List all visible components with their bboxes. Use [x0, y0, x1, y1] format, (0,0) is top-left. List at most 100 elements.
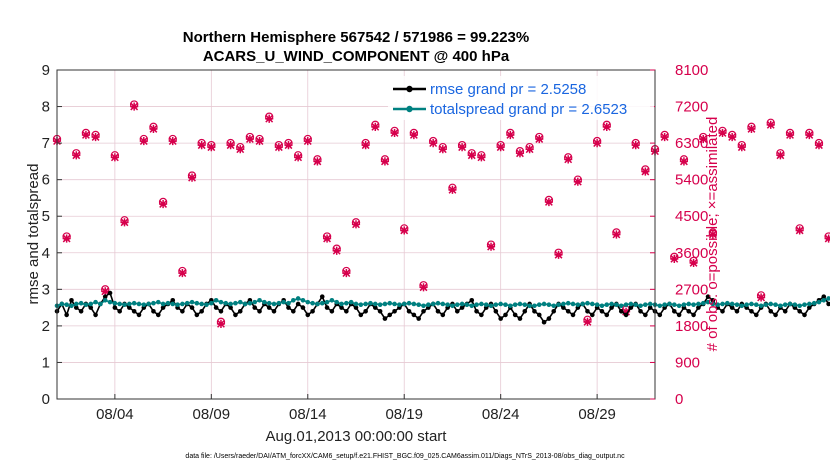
- totalspread-point: [488, 303, 494, 309]
- totalspread-point: [773, 302, 778, 307]
- totalspread-point: [107, 299, 113, 305]
- rmse-point: [628, 305, 634, 310]
- obs-assimilated-point: [139, 137, 148, 146]
- rmse-point: [112, 305, 118, 310]
- totalspread-point: [88, 301, 94, 307]
- totalspread-point: [715, 302, 720, 307]
- totalspread-point: [807, 301, 812, 307]
- totalspread-point: [599, 303, 605, 309]
- totalspread-point: [127, 301, 132, 307]
- y-tick-label: 0: [42, 391, 50, 408]
- obs-assimilated-point: [689, 258, 698, 268]
- obs-assimilated-point: [814, 141, 824, 150]
- totalspread-point: [498, 301, 503, 307]
- totalspread-point: [565, 300, 571, 306]
- totalspread-point: [628, 301, 634, 307]
- rmse-point: [252, 305, 258, 310]
- y2-tick-label: 5400: [675, 172, 708, 189]
- totalspread-point: [512, 302, 518, 307]
- obs-assimilated-point: [747, 124, 756, 133]
- totalspread-point: [93, 299, 98, 305]
- obs-assimilated-point: [785, 130, 795, 140]
- totalspread-point: [508, 303, 513, 309]
- totalspread-point: [69, 303, 74, 309]
- obs-assimilated-point: [728, 132, 737, 142]
- totalspread-point: [551, 303, 557, 309]
- rmse-point: [570, 312, 576, 318]
- totalspread-point: [662, 302, 667, 307]
- totalspread-point: [406, 300, 412, 306]
- totalspread-point: [83, 302, 89, 307]
- obs-assimilated-point: [207, 143, 216, 152]
- obs-assimilated-point: [419, 283, 428, 292]
- totalspread-point: [237, 299, 243, 305]
- rmse-point: [609, 305, 614, 310]
- obs-assimilated-point: [660, 132, 669, 142]
- obs-assimilated-point: [380, 157, 390, 166]
- rmse-point: [199, 308, 204, 314]
- rmse-point: [676, 312, 682, 318]
- totalspread-point: [450, 303, 455, 309]
- obs-assimilated-point: [178, 269, 187, 278]
- obs-assimilated-point: [573, 177, 582, 186]
- obs-assimilated-point: [593, 139, 602, 148]
- totalspread-point: [363, 301, 368, 307]
- rmse-point: [623, 312, 629, 318]
- obs-assimilated-point: [168, 137, 177, 146]
- rmse-point: [213, 305, 219, 310]
- rmse-point: [705, 294, 711, 299]
- rmse-point: [286, 305, 291, 310]
- totalspread-point: [319, 300, 325, 306]
- rmse-point: [237, 308, 243, 314]
- totalspread-point: [218, 299, 224, 305]
- obs-assimilated-point: [708, 230, 717, 239]
- totalspread-point: [763, 302, 769, 307]
- totalspread-point: [667, 301, 672, 307]
- totalspread-point: [474, 302, 479, 307]
- rmse-point: [604, 312, 610, 318]
- totalspread-point: [705, 299, 711, 305]
- rmse-point: [536, 312, 542, 318]
- obs-assimilated-point: [361, 141, 370, 150]
- rmse-point: [155, 312, 161, 318]
- totalspread-point: [580, 301, 585, 307]
- obs-assimilated-point: [390, 128, 399, 138]
- obs-assimilated-point: [255, 137, 264, 146]
- totalspread-point: [194, 300, 200, 306]
- totalspread-point: [681, 302, 687, 307]
- totalspread-point: [753, 302, 759, 307]
- obs-assimilated-point: [187, 173, 197, 182]
- rmse-point: [729, 305, 735, 310]
- y2-tick-label: 7200: [675, 99, 708, 116]
- totalspread-point: [411, 301, 417, 307]
- totalspread-point: [676, 303, 682, 309]
- obs-assimilated-point: [564, 155, 573, 164]
- rmse-point: [474, 308, 479, 314]
- legend-box: [388, 76, 654, 120]
- y-axis-left-label: rmse and totalspread: [25, 164, 42, 305]
- totalspread-point: [286, 300, 291, 306]
- legend-rmse-label: rmse grand pr = 2.5258: [430, 81, 586, 98]
- totalspread-point: [671, 302, 677, 307]
- rmse-point: [416, 316, 421, 321]
- rmse-point: [73, 305, 79, 310]
- obs-assimilated-point: [554, 250, 563, 259]
- totalspread-point: [382, 301, 388, 307]
- x-axis-label: Aug.01,2013 00:00:00 start: [266, 428, 448, 445]
- rmse-point: [107, 290, 113, 296]
- rmse-point: [768, 308, 774, 314]
- totalspread-point: [305, 299, 311, 305]
- rmse-point: [127, 305, 132, 310]
- rmse-point: [305, 312, 311, 318]
- totalspread-point: [78, 300, 84, 306]
- obs-assimilated-point: [766, 120, 775, 129]
- totalspread-point: [295, 296, 301, 301]
- totalspread-point: [155, 299, 161, 305]
- obs-assimilated-point: [130, 102, 139, 111]
- x-tick-label: 08/09: [193, 406, 231, 423]
- totalspread-point: [459, 301, 465, 307]
- totalspread-point: [281, 299, 286, 305]
- totalspread-point: [725, 300, 730, 306]
- totalspread-point: [802, 302, 807, 307]
- rmse-point: [421, 308, 426, 314]
